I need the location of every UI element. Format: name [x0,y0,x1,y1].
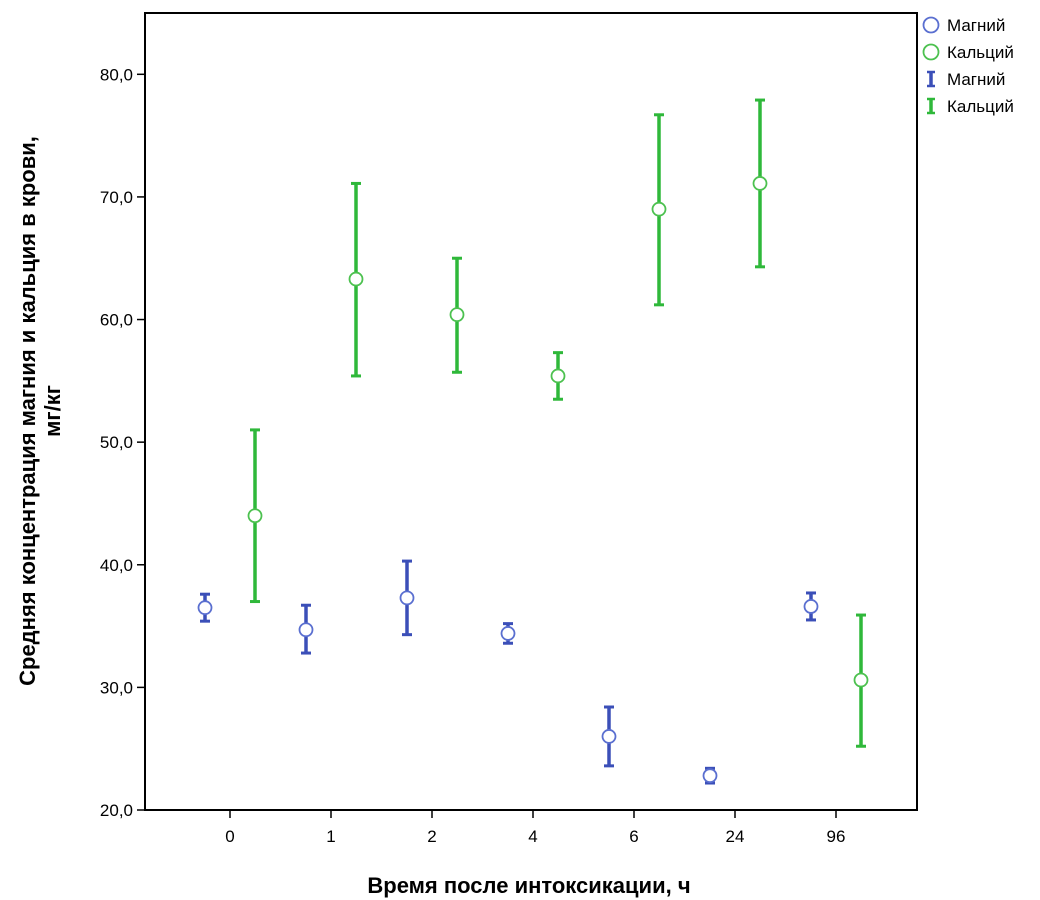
legend-label: Магний [947,70,1005,89]
x-tick-label: 2 [427,827,436,846]
mean-point-magnesium [298,622,314,638]
mean-point-magnesium [399,590,415,606]
x-tick-label: 1 [326,827,335,846]
legend: Магний Кальций Магний Кальций [922,16,1014,116]
y-tick-label: 40,0 [100,556,133,575]
legend-label: Кальций [947,97,1014,116]
x-tick-label: 6 [629,827,638,846]
mean-point-calcium [853,672,869,688]
y-tick-label: 80,0 [100,65,133,84]
x-tick-label: 96 [827,827,846,846]
y-tick-label: 60,0 [100,311,133,330]
legend-label: Кальций [947,43,1014,62]
legend-item-calcium-marker: Кальций [922,43,1014,62]
legend-label: Магний [947,16,1005,35]
mean-point-magnesium [601,729,617,744]
legend-item-magnesium-bar: Магний [927,70,1005,89]
y-tick-label: 20,0 [100,801,133,820]
mean-point-calcium [651,201,667,217]
legend-circle-marker [922,16,940,34]
y-axis-title-line1: Средняя концентрация магния и кальция в … [15,136,40,686]
legend-item-calcium-bar: Кальций [927,97,1014,116]
mean-point-magnesium [803,599,819,614]
x-tick-label: 4 [528,827,537,846]
y-tick-label: 50,0 [100,433,133,452]
y-axis-title-line2: мг/кг [40,385,65,437]
mean-point-calcium [449,307,465,323]
mean-point-magnesium [702,768,718,784]
mean-point-calcium [550,368,566,384]
x-axis-title: Время после интоксикации, ч [367,873,690,898]
y-tick-label: 30,0 [100,678,133,697]
y-tick-label: 70,0 [100,188,133,207]
mean-point-calcium [752,176,768,191]
mean-point-magnesium [197,600,213,616]
legend-item-magnesium-marker: Магний [922,16,1005,35]
x-tick-label: 24 [726,827,745,846]
mean-point-calcium [348,271,364,287]
data-marks [197,98,869,785]
legend-circle-marker [922,43,940,61]
x-tick-label: 0 [225,827,234,846]
mean-point-magnesium [500,626,516,641]
mean-point-calcium [247,508,263,524]
axis-ticks: 20,030,040,050,060,070,080,00 1 2 4 6 24 96 [100,65,846,846]
plot-frame [144,12,918,811]
